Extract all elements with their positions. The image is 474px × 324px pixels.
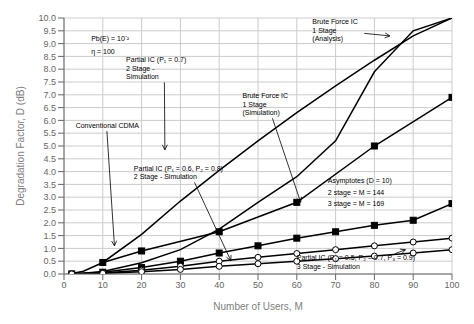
svg-text:Brute Force IC1 Stage(Simulati: Brute Force IC1 Stage(Simulation) <box>242 92 288 117</box>
svg-text:Pb(E) = 10⁻²: Pb(E) = 10⁻² <box>91 35 130 43</box>
svg-text:Conventional CDMA: Conventional CDMA <box>76 122 140 129</box>
svg-text:0: 0 <box>61 280 66 290</box>
svg-text:0.5: 0.5 <box>43 256 56 266</box>
svg-text:0.0: 0.0 <box>43 269 56 279</box>
svg-text:4.5: 4.5 <box>43 154 56 164</box>
svg-text:20: 20 <box>137 280 147 290</box>
svg-text:3 stage = M = 169: 3 stage = M = 169 <box>328 200 385 208</box>
svg-text:Partial IC (P₁ = 0.6, P₂ = 0.8: Partial IC (P₁ = 0.6, P₂ = 0.8)2 Stage -… <box>134 165 223 182</box>
svg-text:η = 100: η = 100 <box>91 48 115 56</box>
svg-text:2.5: 2.5 <box>43 205 56 215</box>
svg-text:1.5: 1.5 <box>43 231 56 241</box>
svg-text:6.0: 6.0 <box>43 116 56 126</box>
svg-text:80: 80 <box>369 280 379 290</box>
svg-text:7.5: 7.5 <box>43 77 56 87</box>
svg-text:Asymptotes (D = 10): Asymptotes (D = 10) <box>328 177 392 185</box>
svg-text:90: 90 <box>408 280 418 290</box>
svg-text:60: 60 <box>292 280 302 290</box>
svg-text:100: 100 <box>444 280 459 290</box>
svg-text:7.0: 7.0 <box>43 90 56 100</box>
svg-text:50: 50 <box>253 280 263 290</box>
svg-text:40: 40 <box>214 280 224 290</box>
svg-text:9.0: 9.0 <box>43 39 56 49</box>
svg-text:3.0: 3.0 <box>43 192 56 202</box>
svg-text:Partial IC (P₁ = 0.5, P₂ = 0.7: Partial IC (P₁ = 0.5, P₂ = 0.7, P₃ = 0.9… <box>297 254 415 271</box>
svg-text:10: 10 <box>98 280 108 290</box>
svg-text:9.5: 9.5 <box>43 26 56 36</box>
svg-text:8.5: 8.5 <box>43 52 56 62</box>
svg-text:10.0: 10.0 <box>38 13 56 23</box>
svg-text:2.0: 2.0 <box>43 218 56 228</box>
svg-text:8.0: 8.0 <box>43 64 56 74</box>
svg-text:70: 70 <box>331 280 341 290</box>
svg-text:6.5: 6.5 <box>43 103 56 113</box>
svg-text:Partial IC (P₁ = 0.7)2 Stage -: Partial IC (P₁ = 0.7)2 Stage -Simulation <box>126 56 186 80</box>
svg-text:30: 30 <box>175 280 185 290</box>
svg-text:5.5: 5.5 <box>43 128 56 138</box>
svg-text:Brute Force IC1 Stage(Analysis: Brute Force IC1 Stage(Analysis) <box>312 18 358 43</box>
svg-text:Number of Users, M: Number of Users, M <box>213 301 302 312</box>
svg-text:1.0: 1.0 <box>43 244 56 254</box>
svg-text:5.0: 5.0 <box>43 141 56 151</box>
svg-text:2 stage = M = 144: 2 stage = M = 144 <box>328 189 385 197</box>
svg-text:4.0: 4.0 <box>43 167 56 177</box>
svg-text:3.5: 3.5 <box>43 180 56 190</box>
svg-text:Degradation Factor, D (dB): Degradation Factor, D (dB) <box>15 86 26 206</box>
